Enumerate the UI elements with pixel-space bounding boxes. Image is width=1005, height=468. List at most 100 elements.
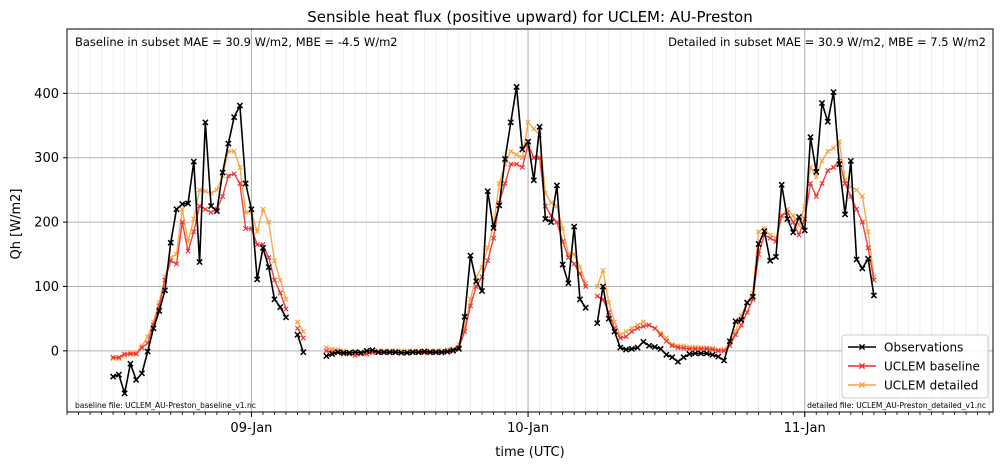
data-point <box>583 283 589 290</box>
data-point <box>571 223 578 230</box>
y-tick-label: 400 <box>34 87 59 102</box>
data-point <box>133 351 139 357</box>
data-point <box>179 200 186 208</box>
data-point <box>513 83 520 91</box>
data-point <box>559 261 566 268</box>
baseline-file-note: baseline file: UCLEM_AU-Preston_baseline… <box>75 401 256 410</box>
data-point <box>271 258 278 264</box>
data-point <box>219 169 226 176</box>
data-point <box>657 345 664 353</box>
data-point <box>375 349 382 356</box>
data-point <box>818 99 826 107</box>
data-point <box>184 200 192 207</box>
data-point <box>640 319 646 325</box>
data-point <box>513 151 520 158</box>
data-point <box>743 299 751 306</box>
data-point <box>283 296 289 302</box>
data-point <box>507 119 514 126</box>
data-point <box>138 370 146 377</box>
data-point <box>830 88 837 96</box>
data-point <box>548 200 554 206</box>
data-point <box>508 148 514 154</box>
data-point <box>577 264 583 270</box>
data-point <box>461 313 468 320</box>
data-point <box>196 258 203 266</box>
data-point <box>732 318 739 325</box>
data-point <box>231 148 237 154</box>
data-point <box>623 334 629 340</box>
data-point <box>254 276 261 283</box>
data-point <box>571 261 577 267</box>
data-point <box>455 345 463 353</box>
detailed-stats-annotation: Detailed in subset MAE = 30.9 W/m2, MBE … <box>668 35 986 49</box>
data-point <box>277 290 283 296</box>
data-point <box>720 357 728 364</box>
data-point <box>605 315 612 322</box>
data-point <box>179 206 185 212</box>
y-tick-label: 300 <box>34 151 59 166</box>
data-point <box>237 164 243 170</box>
data-point <box>122 351 128 357</box>
data-point <box>628 345 635 353</box>
data-point <box>531 155 537 161</box>
data-point <box>220 193 226 199</box>
data-point <box>807 180 814 187</box>
data-point <box>513 161 520 167</box>
data-point <box>110 354 116 360</box>
data-point <box>842 180 848 187</box>
data-point <box>294 319 301 325</box>
legend-label: Observations <box>884 341 963 355</box>
data-point <box>813 174 819 180</box>
data-point <box>266 254 272 261</box>
data-point <box>109 373 117 380</box>
data-point <box>669 354 676 361</box>
data-point <box>231 114 238 121</box>
data-point <box>225 173 231 179</box>
data-point <box>179 219 185 225</box>
data-point <box>680 354 687 361</box>
data-point <box>485 258 491 264</box>
data-point <box>554 219 560 225</box>
data-point <box>767 257 774 264</box>
data-point <box>674 358 682 365</box>
data-point <box>704 346 710 352</box>
data-point <box>617 344 624 351</box>
data-point <box>663 338 669 344</box>
data-point <box>801 227 808 234</box>
data-point <box>651 343 659 351</box>
data-point <box>825 148 831 154</box>
data-point <box>127 351 133 357</box>
data-point <box>484 188 491 195</box>
data-point <box>300 335 306 341</box>
data-point <box>709 351 716 358</box>
data-point <box>744 309 750 315</box>
data-point <box>254 229 260 235</box>
series-uclem-detailed <box>110 119 877 362</box>
data-point <box>796 232 802 238</box>
x-axis-label: time (UTC) <box>495 445 564 460</box>
data-point <box>478 287 486 295</box>
data-point <box>617 335 623 341</box>
data-point <box>634 325 641 331</box>
plot-area <box>67 29 993 412</box>
data-point <box>790 229 797 236</box>
data-point <box>709 346 716 353</box>
data-point <box>807 134 814 141</box>
data-point <box>380 349 388 356</box>
data-point <box>594 320 601 327</box>
data-point <box>225 140 232 147</box>
data-point <box>202 188 208 194</box>
data-point <box>115 371 123 378</box>
data-point <box>369 347 376 354</box>
data-point <box>467 252 474 259</box>
data-point <box>462 328 468 335</box>
data-point <box>530 177 537 184</box>
data-point <box>565 254 572 261</box>
data-point <box>271 296 278 303</box>
data-point <box>531 126 537 132</box>
detailed-file-note: detailed file: UCLEM_AU-Preston_detailed… <box>807 401 986 410</box>
legend-marker <box>858 362 866 370</box>
data-point <box>294 325 301 331</box>
data-point <box>819 180 825 187</box>
data-point <box>599 283 607 290</box>
